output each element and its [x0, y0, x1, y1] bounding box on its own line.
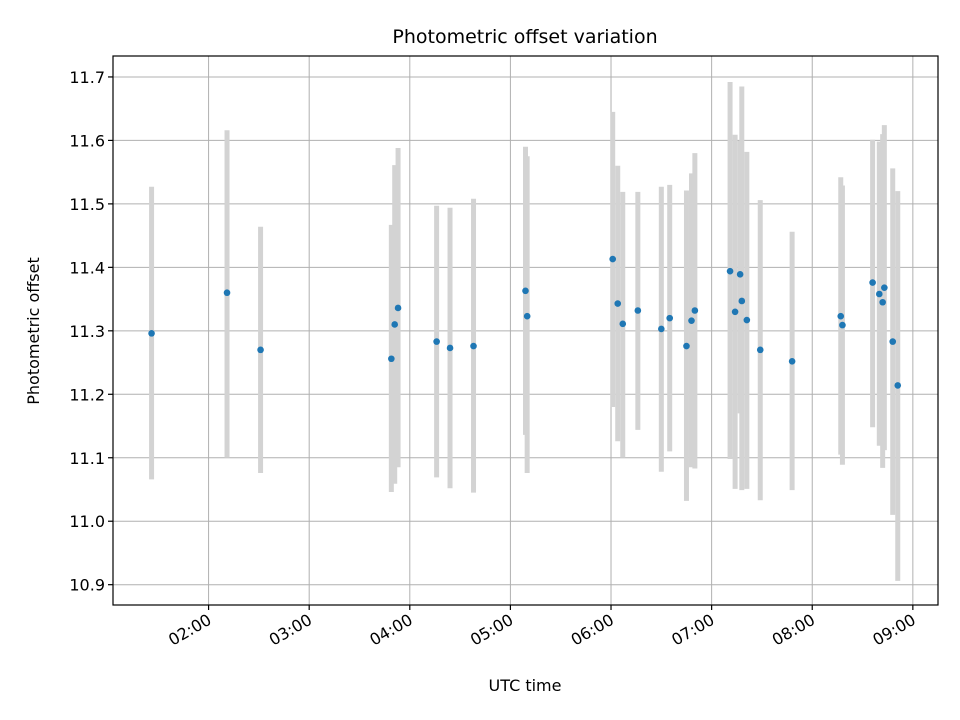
- data-point: [688, 317, 695, 324]
- data-point: [470, 342, 477, 350]
- data-point: [879, 298, 886, 306]
- data-point: [691, 307, 699, 314]
- y-tick-label: 11.2: [69, 385, 105, 404]
- data-point: [658, 325, 665, 333]
- data-point: [894, 382, 902, 389]
- data-point: [523, 312, 531, 320]
- data-point: [433, 338, 440, 345]
- y-tick-label: 11.6: [69, 131, 105, 150]
- data-point: [889, 338, 897, 345]
- data-point: [522, 287, 529, 295]
- y-axis-label: Photometric offset: [24, 257, 43, 405]
- data-point: [446, 344, 454, 352]
- data-point: [788, 357, 796, 365]
- data-point: [839, 321, 846, 329]
- y-tick-label: 11.3: [69, 322, 105, 341]
- y-axis-ticks: 10.9 11.0 11.1 11.2 11.3 11.4 11.5 11.6 11.7: [69, 68, 113, 595]
- data-point: [388, 355, 395, 363]
- data-point: [738, 297, 746, 305]
- data-point: [394, 304, 402, 312]
- data-point: [736, 271, 744, 278]
- data-point: [614, 300, 622, 307]
- data-point: [609, 255, 616, 263]
- data-point: [869, 279, 876, 286]
- data-point: [876, 290, 883, 298]
- y-tick-label: 11.4: [69, 258, 105, 277]
- data-point: [148, 330, 155, 337]
- data-point: [726, 267, 734, 275]
- y-tick-label: 11.7: [69, 68, 105, 87]
- data-point: [666, 314, 674, 322]
- y-tick-label: 10.9: [69, 576, 105, 595]
- data-point: [731, 308, 739, 316]
- data-points: [148, 255, 902, 389]
- y-tick-label: 11.0: [69, 512, 105, 531]
- x-axis-label: UTC time: [489, 676, 562, 695]
- chart-title: Photometric offset variation: [392, 26, 657, 48]
- data-point: [257, 346, 264, 354]
- data-point: [743, 316, 751, 324]
- y-tick-label: 11.5: [69, 195, 105, 214]
- data-point: [634, 307, 642, 314]
- data-point: [881, 284, 888, 291]
- data-point: [391, 321, 399, 328]
- data-point: [756, 346, 764, 354]
- data-point: [683, 342, 690, 350]
- data-point: [837, 312, 845, 320]
- y-tick-label: 11.1: [69, 449, 105, 468]
- data-point: [619, 320, 627, 328]
- data-point: [223, 289, 231, 297]
